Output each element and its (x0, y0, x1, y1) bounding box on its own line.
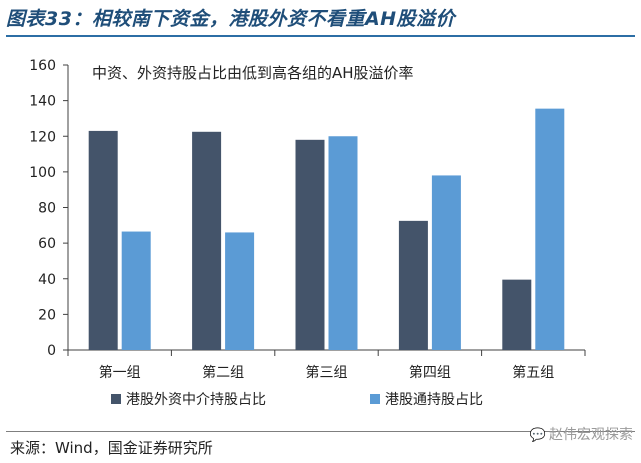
x-category-label: 第五组 (512, 364, 554, 381)
y-tick-label: 60 (38, 236, 56, 252)
legend-label: 港股通持股占比 (385, 392, 483, 408)
x-category-label: 第二组 (202, 364, 244, 381)
chart-bars (88, 108, 565, 350)
y-tick-label: 80 (38, 201, 56, 217)
watermark-text: 赵伟宏观探索 (549, 427, 633, 443)
bar-southbound (328, 136, 358, 350)
bar-foreign (398, 220, 428, 350)
legend-swatch (370, 394, 380, 404)
bar-southbound (121, 231, 151, 350)
y-tick-label: 0 (47, 343, 56, 359)
bar-foreign (192, 131, 222, 350)
y-tick-label: 40 (38, 272, 56, 288)
bar-southbound (225, 232, 255, 350)
chart-axes (63, 64, 586, 356)
bar-chart: 0 20 40 60 80 100 120 140 160 第一组 第二组 第三组 第四组 第五组 中资、… (29, 58, 586, 408)
chart-title: 中资、外资持股占比由低到高各组的AH股溢价率 (92, 64, 414, 82)
y-tick-label: 160 (29, 58, 56, 74)
watermark: 💬 赵伟宏观探索 (530, 424, 633, 444)
source-divider (6, 431, 635, 432)
y-tick-label: 140 (29, 94, 56, 110)
x-category-label: 第四组 (409, 364, 451, 381)
legend-label: 港股外资中介持股占比 (126, 392, 266, 408)
wechat-icon: 💬 (529, 428, 546, 443)
y-tick-label: 100 (29, 165, 56, 181)
x-category-label: 第一组 (99, 364, 141, 381)
bar-southbound (535, 108, 565, 350)
source-note: 来源：Wind，国金证券研究所 (10, 439, 213, 457)
y-tick-label: 20 (38, 307, 56, 323)
bar-foreign (295, 139, 325, 350)
bar-southbound (431, 175, 461, 350)
bar-foreign (502, 279, 532, 350)
title-divider (6, 35, 635, 37)
legend-swatch (111, 394, 121, 404)
figure-title: 图表33：相较南下资金，港股外资不看重AH股溢价 (6, 8, 456, 30)
y-tick-label: 120 (29, 129, 56, 145)
bar-foreign (88, 130, 118, 350)
x-category-label: 第三组 (306, 364, 348, 381)
chart-labels: 0 20 40 60 80 100 120 140 160 第一组 第二组 第三组 第四组 第五组 (29, 58, 554, 381)
chart-legend: 港股外资中介持股占比 港股通持股占比 (111, 392, 483, 408)
